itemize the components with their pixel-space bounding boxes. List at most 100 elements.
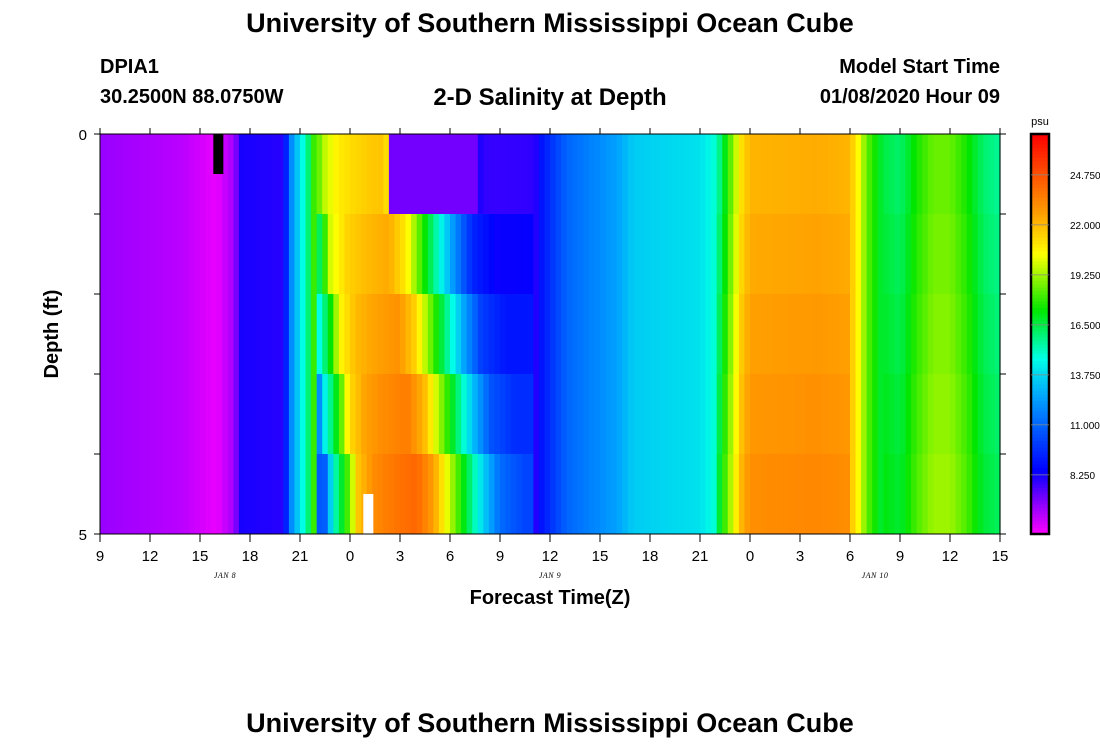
colorbar-swatch (1031, 487, 1049, 492)
heat-cell (733, 294, 740, 375)
heat-cell (244, 214, 251, 295)
heat-cell (650, 374, 657, 455)
heat-cell (872, 294, 879, 375)
heat-cell (966, 134, 973, 215)
heat-cell (538, 294, 546, 375)
heat-cell (366, 214, 373, 295)
heat-cell (350, 134, 357, 215)
heat-cell (505, 134, 512, 215)
heat-cell (811, 134, 818, 215)
heat-cell (850, 214, 857, 295)
heat-cell (144, 134, 151, 215)
colorbar-swatch (1031, 520, 1049, 525)
heat-cell (511, 214, 518, 295)
heat-cell (955, 214, 962, 295)
heat-cell (972, 454, 979, 535)
heat-cell (788, 134, 796, 215)
heat-cell (833, 374, 840, 455)
heat-cell (361, 214, 368, 295)
heat-cell (172, 214, 179, 295)
heat-cell (405, 214, 412, 295)
heat-cell (966, 294, 973, 375)
heat-cell (722, 134, 729, 215)
heat-cell (611, 374, 618, 455)
heat-cell (894, 294, 901, 375)
heat-cell (533, 454, 540, 535)
x-tick-label: 21 (692, 548, 709, 565)
heat-cell (305, 454, 312, 535)
heat-cell (222, 294, 229, 375)
heat-cell (483, 454, 490, 535)
heat-cell (544, 374, 551, 455)
colorbar-swatch (1031, 240, 1049, 245)
heat-cell (994, 134, 1001, 215)
heat-cell (272, 214, 279, 295)
heat-cell (172, 134, 179, 215)
colorbar-swatch (1031, 510, 1049, 515)
heat-cell (627, 214, 634, 295)
heat-cell (455, 294, 462, 375)
heat-cell (738, 374, 746, 455)
heat-cell (194, 294, 201, 375)
heat-cell (772, 134, 779, 215)
heat-cell (850, 454, 857, 535)
y-tick-label: 5 (79, 527, 87, 544)
heat-cell (694, 294, 701, 375)
heat-cell (433, 294, 440, 375)
heat-cell (316, 134, 323, 215)
heat-cell (494, 134, 501, 215)
heat-cell (183, 214, 190, 295)
colorbar-swatch (1031, 434, 1049, 438)
heat-cell (444, 214, 451, 295)
heat-cell (977, 374, 984, 455)
heat-cell (883, 214, 890, 295)
heat-cell (944, 134, 951, 215)
heat-cell (711, 214, 718, 295)
heat-cell (483, 294, 490, 375)
heat-cell (633, 294, 640, 375)
heat-cell (188, 454, 196, 535)
heat-cell (500, 454, 507, 535)
heatmap-cells (100, 134, 1001, 535)
heat-cell (827, 294, 834, 375)
heat-cell (388, 454, 396, 535)
colorbar-swatch (1031, 480, 1049, 485)
colorbar-swatch (1031, 490, 1049, 495)
colorbar-tick-label: 22.000 (1070, 221, 1100, 232)
colorbar-swatch (1031, 374, 1049, 378)
heat-cell (266, 214, 273, 295)
heat-cell (344, 294, 351, 375)
heat-cell (277, 374, 284, 455)
colorbar-tick-label: 13.750 (1070, 371, 1100, 382)
heat-cell (505, 294, 512, 375)
heat-cell (911, 294, 918, 375)
heat-cell (750, 134, 757, 215)
heat-cell (111, 134, 118, 215)
colorbar-swatch (1031, 364, 1049, 368)
heat-cell (655, 454, 662, 535)
heat-cell (155, 374, 162, 455)
heat-cell (427, 134, 434, 215)
heat-cell (200, 134, 207, 215)
x-tick-label: 18 (642, 548, 659, 565)
heat-cell (455, 454, 462, 535)
heat-cell (811, 454, 818, 535)
heat-cell (327, 374, 334, 455)
heat-cell (694, 374, 701, 455)
heat-cell (616, 214, 623, 295)
heat-cell (644, 374, 651, 455)
heat-cell (572, 134, 579, 215)
heat-cell (577, 134, 584, 215)
heat-cell (688, 134, 696, 215)
heat-cell (105, 294, 112, 375)
heat-cell (216, 294, 223, 375)
heat-cell (183, 454, 190, 535)
heat-cell (666, 294, 673, 375)
heat-cell (544, 294, 551, 375)
heat-cell (722, 294, 729, 375)
colorbar-swatch (1031, 194, 1049, 198)
heat-cell (672, 454, 679, 535)
heat-cell (844, 374, 851, 455)
heat-cell (211, 294, 218, 375)
station-id: DPIA1 (100, 56, 159, 78)
